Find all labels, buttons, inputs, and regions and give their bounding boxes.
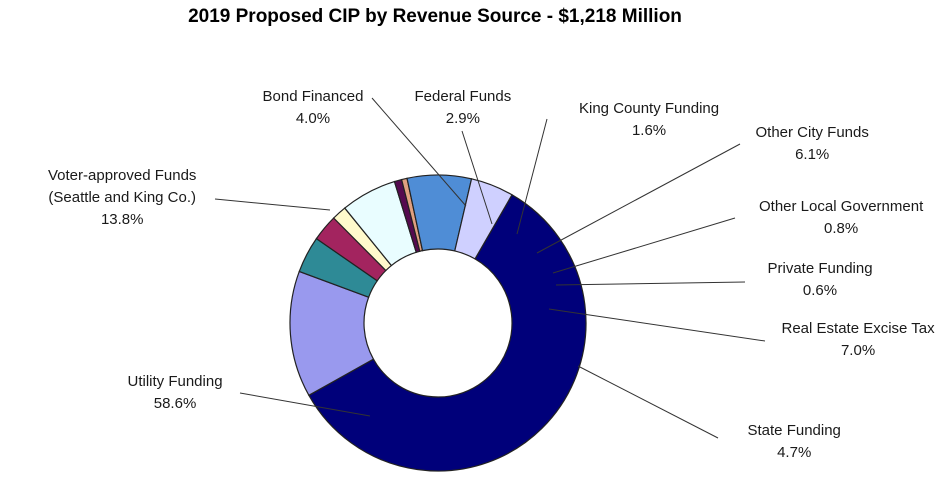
leader-line	[371, 97, 467, 207]
slice-percent: 2.9%	[445, 110, 480, 127]
slice-name: Bond Financed	[262, 88, 364, 105]
slice-label: Other Local Government 0.8%	[759, 196, 923, 240]
slice-label: State Funding 4.7%	[748, 420, 841, 464]
slice-percent: 4.7%	[777, 444, 812, 461]
slice-name: Real Estate Excise Tax	[781, 320, 935, 337]
slice-name: Federal Funds	[414, 88, 512, 105]
slice-label: Utility Funding 58.6%	[128, 371, 223, 415]
slice-label: Private Funding 0.6%	[768, 258, 873, 302]
slice-utility-funding	[308, 194, 587, 472]
slice-percent: 4.0%	[295, 110, 331, 127]
leader-line	[577, 365, 719, 439]
slice-percent: 58.6%	[153, 395, 197, 412]
slice-name: Utility Funding	[127, 373, 223, 390]
leader-line	[555, 281, 746, 286]
leader-line	[461, 130, 493, 225]
slice-label: Bond Financed 4.0%	[263, 86, 364, 130]
slice-name: Private Funding	[767, 260, 873, 277]
slice-label: King County Funding 1.6%	[579, 98, 719, 142]
slice-percent: 0.8%	[824, 220, 859, 237]
slice-percent: 6.1%	[795, 146, 830, 163]
slice-name: Other City Funds	[755, 124, 869, 141]
leader-line	[516, 118, 548, 235]
slice-name: State Funding	[747, 422, 841, 439]
slice-name: Voter-approved Funds	[48, 167, 197, 184]
leader-line	[552, 217, 736, 274]
slice-state-funding	[454, 178, 513, 260]
slice-label: Other City Funds 6.1%	[756, 122, 869, 166]
leader-line	[548, 308, 766, 342]
slice-percent: 7.0%	[840, 342, 876, 359]
slice-percent: 0.6%	[802, 282, 838, 299]
slice-label: Voter-approved Funds (Seattle and King Co…	[48, 165, 196, 231]
slice-name: King County Funding	[579, 100, 720, 117]
chart-title: 2019 Proposed CIP by Revenue Source - $1…	[188, 6, 682, 27]
slice-name: Other Local Government	[759, 198, 924, 215]
slice-name: (Seattle and King Co.)	[48, 189, 197, 206]
slice-percent: 13.8%	[100, 211, 144, 228]
slice-percent: 1.6%	[631, 122, 667, 139]
leader-line	[239, 392, 371, 417]
leader-line	[536, 143, 741, 254]
leader-line	[214, 198, 331, 211]
slice-label: Real Estate Excise Tax 7.0%	[782, 318, 935, 362]
slice-label: Federal Funds 2.9%	[415, 86, 512, 130]
